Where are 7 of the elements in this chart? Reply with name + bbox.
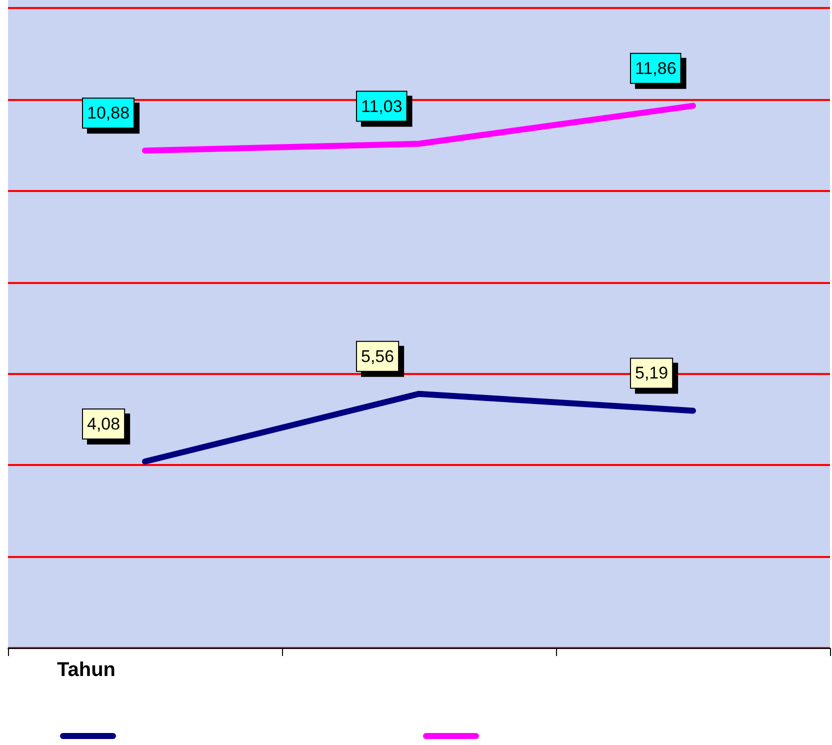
data-label: 4,08 xyxy=(87,414,120,434)
data-label: 5,56 xyxy=(361,346,394,366)
data-label: 5,19 xyxy=(635,364,668,383)
x-axis-title: Tahun xyxy=(57,659,116,681)
data-label: 11,86 xyxy=(635,58,676,78)
data-label: 10,88 xyxy=(87,104,130,123)
data-label: 11,03 xyxy=(361,96,402,116)
